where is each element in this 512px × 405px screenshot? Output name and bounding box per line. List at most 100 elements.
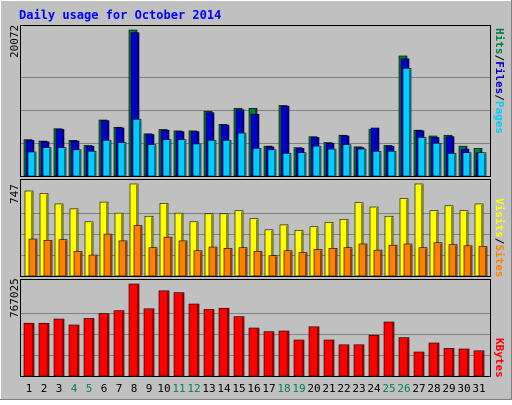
sites-bar xyxy=(133,225,143,277)
legend-panel2: Visits/Sites xyxy=(493,198,506,278)
pages-bar xyxy=(372,150,382,177)
kbytes-bar xyxy=(413,351,425,377)
kbytes-bar xyxy=(428,342,440,377)
pages-bar xyxy=(207,140,217,177)
pages-bar xyxy=(462,152,472,177)
kbytes-bar xyxy=(233,316,245,377)
legend-kbytes: KBytes xyxy=(493,338,506,378)
sites-bar xyxy=(268,255,278,277)
x-axis-day-labels: 1 2 3 4 5 6 7 8 9 10 11 12 13 14 15 16 17 18 19 20 21 22 23 24 2… xyxy=(26,382,486,395)
kbytes-bar xyxy=(473,350,485,377)
kbytes-bar xyxy=(113,310,125,377)
sites-bar xyxy=(28,238,38,277)
x-tick-label: 2 xyxy=(41,382,48,395)
kbytes-bar xyxy=(203,309,215,377)
x-tick-label: 3 xyxy=(56,382,63,395)
kbytes-bar xyxy=(98,313,110,377)
kbytes-bar xyxy=(218,307,230,377)
kbytes-bar xyxy=(338,344,350,377)
kbytes-bar xyxy=(308,326,320,377)
sites-bar xyxy=(178,240,188,277)
pages-bar xyxy=(192,143,202,177)
x-tick-label: 22 xyxy=(337,382,350,395)
legend-separator: / xyxy=(493,94,506,101)
x-tick-label: 16 xyxy=(247,382,260,395)
sites-bar xyxy=(253,251,263,277)
kbytes-bar xyxy=(398,337,410,377)
kbytes-bar xyxy=(173,292,185,377)
pages-bar xyxy=(432,142,442,177)
chart-bars xyxy=(23,29,488,377)
legend-visits: Visits xyxy=(493,198,506,238)
kbytes-bar xyxy=(143,308,155,377)
sites-bar xyxy=(403,243,413,277)
sites-bar xyxy=(43,239,53,277)
x-tick-label: 9 xyxy=(146,382,153,395)
sites-bar xyxy=(163,236,173,277)
sites-bar xyxy=(433,242,443,277)
x-tick-label: 10 xyxy=(157,382,170,395)
kbytes-bar xyxy=(368,334,380,377)
sites-bar xyxy=(223,247,233,277)
x-tick-label: 31 xyxy=(472,382,485,395)
kbytes-bar xyxy=(443,348,455,377)
pages-bar xyxy=(132,118,142,177)
x-tick-label: 29 xyxy=(442,382,455,395)
kbytes-bar xyxy=(383,321,395,377)
pages-bar xyxy=(252,148,262,177)
sites-bar xyxy=(478,246,488,277)
legend-sites: Sites xyxy=(493,244,506,277)
sites-bar xyxy=(118,240,128,277)
pages-bar xyxy=(117,142,127,177)
sites-bar xyxy=(328,247,338,277)
kbytes-bar xyxy=(83,318,95,377)
x-tick-label: 28 xyxy=(427,382,440,395)
sites-bar xyxy=(418,247,428,277)
pages-bar xyxy=(267,149,277,177)
legend-files: Files xyxy=(493,61,506,94)
pages-bar xyxy=(417,137,427,177)
x-tick-label: 24 xyxy=(367,382,381,395)
sites-bar xyxy=(388,244,398,277)
x-tick-label: 20 xyxy=(307,382,320,395)
pages-bar xyxy=(87,150,97,177)
pages-bar xyxy=(357,148,367,177)
sites-bar xyxy=(343,247,353,277)
x-tick-label: 26 xyxy=(397,382,410,395)
legend-panel3: KBytes xyxy=(493,338,506,378)
kbytes-bar xyxy=(68,324,80,377)
sites-bar xyxy=(238,247,248,277)
pages-bar xyxy=(312,145,322,177)
chart-title: Daily usage for October 2014 xyxy=(19,8,221,22)
x-tick-label: 4 xyxy=(71,382,78,395)
x-tick-label: 7 xyxy=(116,382,123,395)
pages-bar xyxy=(102,140,112,177)
kbytes-bar xyxy=(278,330,290,377)
x-tick-label: 8 xyxy=(131,382,138,395)
pages-bar xyxy=(162,139,172,177)
pages-bar xyxy=(447,153,457,177)
pages-bar xyxy=(282,153,292,177)
x-tick-label: 27 xyxy=(412,382,425,395)
x-tick-label: 6 xyxy=(101,382,108,395)
sites-bar xyxy=(88,254,98,277)
pages-bar xyxy=(237,132,247,177)
pages-bar xyxy=(402,68,412,177)
x-tick-label: 14 xyxy=(217,382,231,395)
panel2-ymax-label: 747 xyxy=(8,184,21,204)
x-tick-label: 23 xyxy=(352,382,365,395)
legend-panel1: Hits/Files/Pages xyxy=(493,28,506,134)
panel3-ymax-label: 767025 xyxy=(8,278,21,318)
pages-bar xyxy=(342,144,352,177)
pages-bar xyxy=(477,152,487,177)
x-tick-label: 15 xyxy=(232,382,245,395)
kbytes-bar xyxy=(458,348,470,377)
pages-bar xyxy=(57,147,67,177)
sites-bar xyxy=(283,250,293,277)
kbytes-bar xyxy=(323,339,335,377)
panel1-ymax-label: 20072 xyxy=(8,25,21,58)
sites-bar xyxy=(298,252,308,277)
pages-bar xyxy=(387,150,397,177)
